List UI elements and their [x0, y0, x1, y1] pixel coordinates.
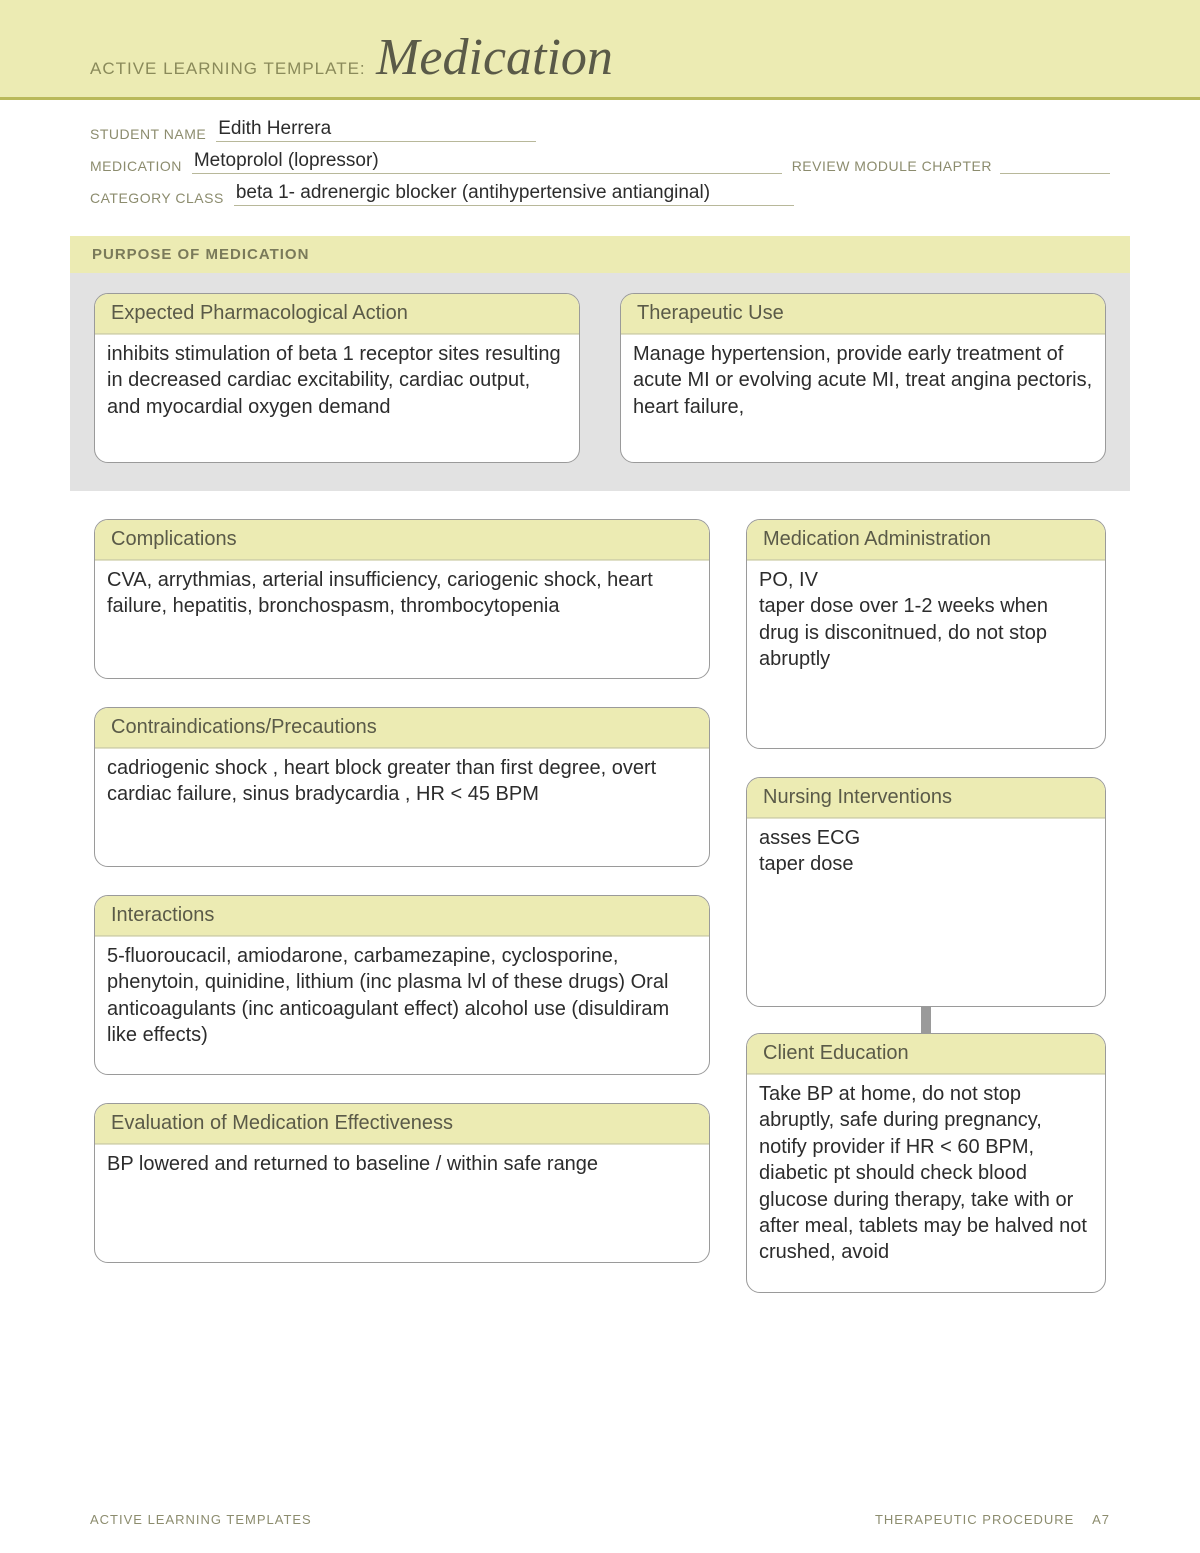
purpose-label: PURPOSE OF MEDICATION	[70, 236, 1130, 273]
card-pharm-action: Expected Pharmacological Action inhibits…	[94, 293, 580, 463]
card-title: Contraindications/Precautions	[95, 708, 709, 748]
card-body: Take BP at home, do not stop abruptly, s…	[747, 1074, 1105, 1276]
medication-value: Metoprolol (lopressor)	[192, 150, 782, 174]
card-title: Interactions	[95, 896, 709, 936]
footer-page: A7	[1092, 1512, 1110, 1527]
card-title: Expected Pharmacological Action	[95, 294, 579, 334]
main-grid: Complications CVA, arrythmias, arterial …	[0, 491, 1200, 1303]
footer-left: ACTIVE LEARNING TEMPLATES	[90, 1512, 312, 1527]
header-band: ACTIVE LEARNING TEMPLATE: Medication	[0, 0, 1200, 100]
card-title: Complications	[95, 520, 709, 560]
footer: ACTIVE LEARNING TEMPLATES THERAPEUTIC PR…	[90, 1512, 1110, 1527]
card-body: BP lowered and returned to baseline / wi…	[95, 1144, 709, 1187]
card-body: CVA, arrythmias, arterial insufficiency,…	[95, 560, 709, 630]
card-body: PO, IV taper dose over 1-2 weeks when dr…	[747, 560, 1105, 683]
card-title: Client Education	[747, 1034, 1105, 1074]
card-body: 5-fluoroucacil, amiodarone, carbamezapin…	[95, 936, 709, 1059]
card-contraindications: Contraindications/Precautions cadriogeni…	[94, 707, 710, 867]
right-column: Medication Administration PO, IV taper d…	[746, 519, 1106, 1293]
review-value	[1000, 156, 1110, 174]
card-body: inhibits stimulation of beta 1 receptor …	[95, 334, 579, 430]
card-interactions: Interactions 5-fluoroucacil, amiodarone,…	[94, 895, 710, 1075]
card-title: Medication Administration	[747, 520, 1105, 560]
page: ACTIVE LEARNING TEMPLATE: Medication STU…	[0, 0, 1200, 1553]
student-name-value: Edith Herrera	[216, 118, 536, 142]
card-body: cadriogenic shock , heart block greater …	[95, 748, 709, 818]
header-title: Medication	[376, 28, 613, 87]
category-value: beta 1- adrenergic blocker (antihyperten…	[234, 182, 794, 206]
card-title: Nursing Interventions	[747, 778, 1105, 818]
footer-right-label: THERAPEUTIC PROCEDURE	[875, 1512, 1074, 1527]
purpose-section: PURPOSE OF MEDICATION Expected Pharmacol…	[70, 236, 1130, 491]
left-column: Complications CVA, arrythmias, arterial …	[94, 519, 710, 1263]
footer-right: THERAPEUTIC PROCEDURE A7	[875, 1512, 1110, 1527]
medication-label: MEDICATION	[90, 158, 182, 174]
review-label: REVIEW MODULE CHAPTER	[792, 158, 992, 174]
category-label: CATEGORY CLASS	[90, 190, 224, 206]
card-administration: Medication Administration PO, IV taper d…	[746, 519, 1106, 749]
card-body: asses ECG taper dose	[747, 818, 1105, 888]
card-body: Manage hypertension, provide early treat…	[621, 334, 1105, 430]
card-title: Therapeutic Use	[621, 294, 1105, 334]
card-complications: Complications CVA, arrythmias, arterial …	[94, 519, 710, 679]
connector-line	[921, 1007, 931, 1033]
card-education: Client Education Take BP at home, do not…	[746, 1033, 1106, 1293]
card-evaluation: Evaluation of Medication Effectiveness B…	[94, 1103, 710, 1263]
card-title: Evaluation of Medication Effectiveness	[95, 1104, 709, 1144]
card-therapeutic-use: Therapeutic Use Manage hypertension, pro…	[620, 293, 1106, 463]
card-nursing: Nursing Interventions asses ECG taper do…	[746, 777, 1106, 1007]
meta-block: STUDENT NAME Edith Herrera MEDICATION Me…	[0, 100, 1200, 236]
header-prefix: ACTIVE LEARNING TEMPLATE:	[90, 59, 366, 79]
student-name-label: STUDENT NAME	[90, 126, 206, 142]
